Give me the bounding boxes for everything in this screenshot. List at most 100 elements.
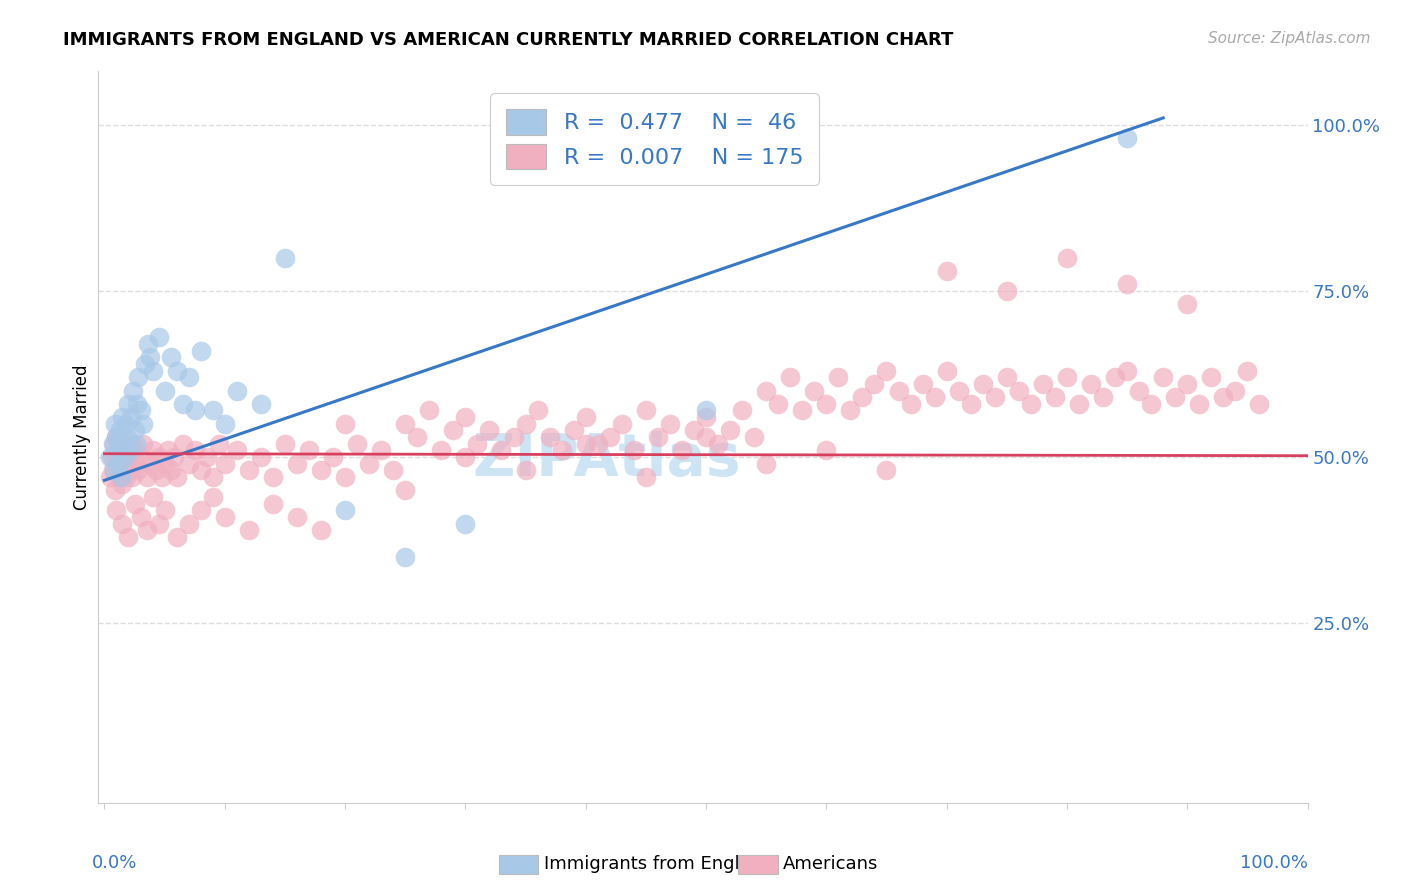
Legend: R =  0.477    N =  46, R =  0.007    N = 175: R = 0.477 N = 46, R = 0.007 N = 175: [491, 94, 818, 185]
Point: [163, 450, 186, 464]
Point: [101, 463, 124, 477]
Point: [142, 443, 165, 458]
Point: [105, 430, 128, 444]
Point: [695, 430, 717, 444]
Point: [683, 424, 706, 438]
Point: [124, 424, 146, 438]
Point: [478, 424, 501, 438]
Point: [359, 457, 381, 471]
Point: [225, 443, 247, 458]
Point: [108, 463, 131, 477]
Point: [214, 457, 236, 471]
Point: [333, 470, 356, 484]
Point: [984, 390, 1007, 404]
Point: [454, 410, 477, 425]
Point: [972, 376, 994, 391]
Text: IMMIGRANTS FROM ENGLAND VS AMERICAN CURRENTLY MARRIED CORRELATION CHART: IMMIGRANTS FROM ENGLAND VS AMERICAN CURR…: [63, 31, 953, 49]
Point: [610, 417, 633, 431]
Point: [125, 397, 148, 411]
Point: [108, 470, 131, 484]
Point: [132, 417, 155, 431]
Y-axis label: Currently Married: Currently Married: [73, 364, 91, 510]
Point: [935, 363, 957, 377]
Point: [695, 410, 717, 425]
Point: [183, 403, 205, 417]
Point: [718, 424, 741, 438]
Point: [875, 463, 897, 477]
Point: [104, 483, 127, 498]
Point: [208, 436, 231, 450]
Point: [550, 443, 572, 458]
Point: [125, 436, 148, 450]
Point: [177, 516, 200, 531]
Point: [115, 417, 138, 431]
Point: [863, 376, 886, 391]
Point: [1175, 376, 1198, 391]
Point: [695, 403, 717, 417]
Point: [117, 397, 139, 411]
Point: [166, 470, 188, 484]
Point: [1201, 370, 1223, 384]
Point: [1019, 397, 1042, 411]
Point: [599, 430, 621, 444]
Point: [190, 343, 212, 358]
Point: [1080, 376, 1102, 391]
Point: [441, 424, 464, 438]
Point: [117, 530, 139, 544]
Point: [430, 443, 453, 458]
Point: [382, 463, 405, 477]
Point: [107, 457, 129, 471]
Point: [120, 410, 142, 425]
Point: [172, 436, 194, 450]
Point: [1128, 384, 1150, 398]
Point: [214, 509, 236, 524]
Point: [1175, 297, 1198, 311]
Point: [1140, 397, 1163, 411]
Point: [298, 443, 321, 458]
Point: [406, 430, 429, 444]
Point: [1116, 277, 1139, 292]
Point: [100, 470, 122, 484]
Point: [538, 430, 561, 444]
Point: [100, 450, 122, 464]
Point: [153, 384, 176, 398]
Point: [562, 424, 585, 438]
Point: [900, 397, 922, 411]
Point: [110, 436, 132, 450]
Point: [142, 363, 165, 377]
Point: [172, 397, 194, 411]
Point: [1092, 390, 1115, 404]
Point: [322, 450, 344, 464]
Point: [1104, 370, 1126, 384]
Point: [309, 523, 332, 537]
Point: [103, 463, 125, 477]
Point: [634, 470, 657, 484]
Point: [190, 503, 212, 517]
Point: [134, 357, 156, 371]
Point: [117, 450, 139, 464]
Point: [124, 443, 146, 458]
Point: [127, 463, 149, 477]
Text: 0.0%: 0.0%: [93, 854, 138, 872]
Point: [333, 417, 356, 431]
Point: [851, 390, 873, 404]
Point: [150, 470, 173, 484]
Point: [779, 370, 801, 384]
Point: [148, 516, 170, 531]
Point: [731, 403, 754, 417]
Point: [124, 497, 146, 511]
Point: [370, 443, 392, 458]
Point: [145, 463, 167, 477]
Point: [346, 436, 368, 450]
Point: [153, 457, 176, 471]
Point: [118, 443, 141, 458]
Point: [1056, 251, 1078, 265]
Point: [105, 450, 128, 464]
Point: [112, 436, 135, 450]
Point: [111, 410, 134, 425]
Point: [995, 284, 1018, 298]
Point: [827, 370, 849, 384]
Point: [755, 384, 778, 398]
Point: [1152, 370, 1174, 384]
Point: [201, 403, 224, 417]
